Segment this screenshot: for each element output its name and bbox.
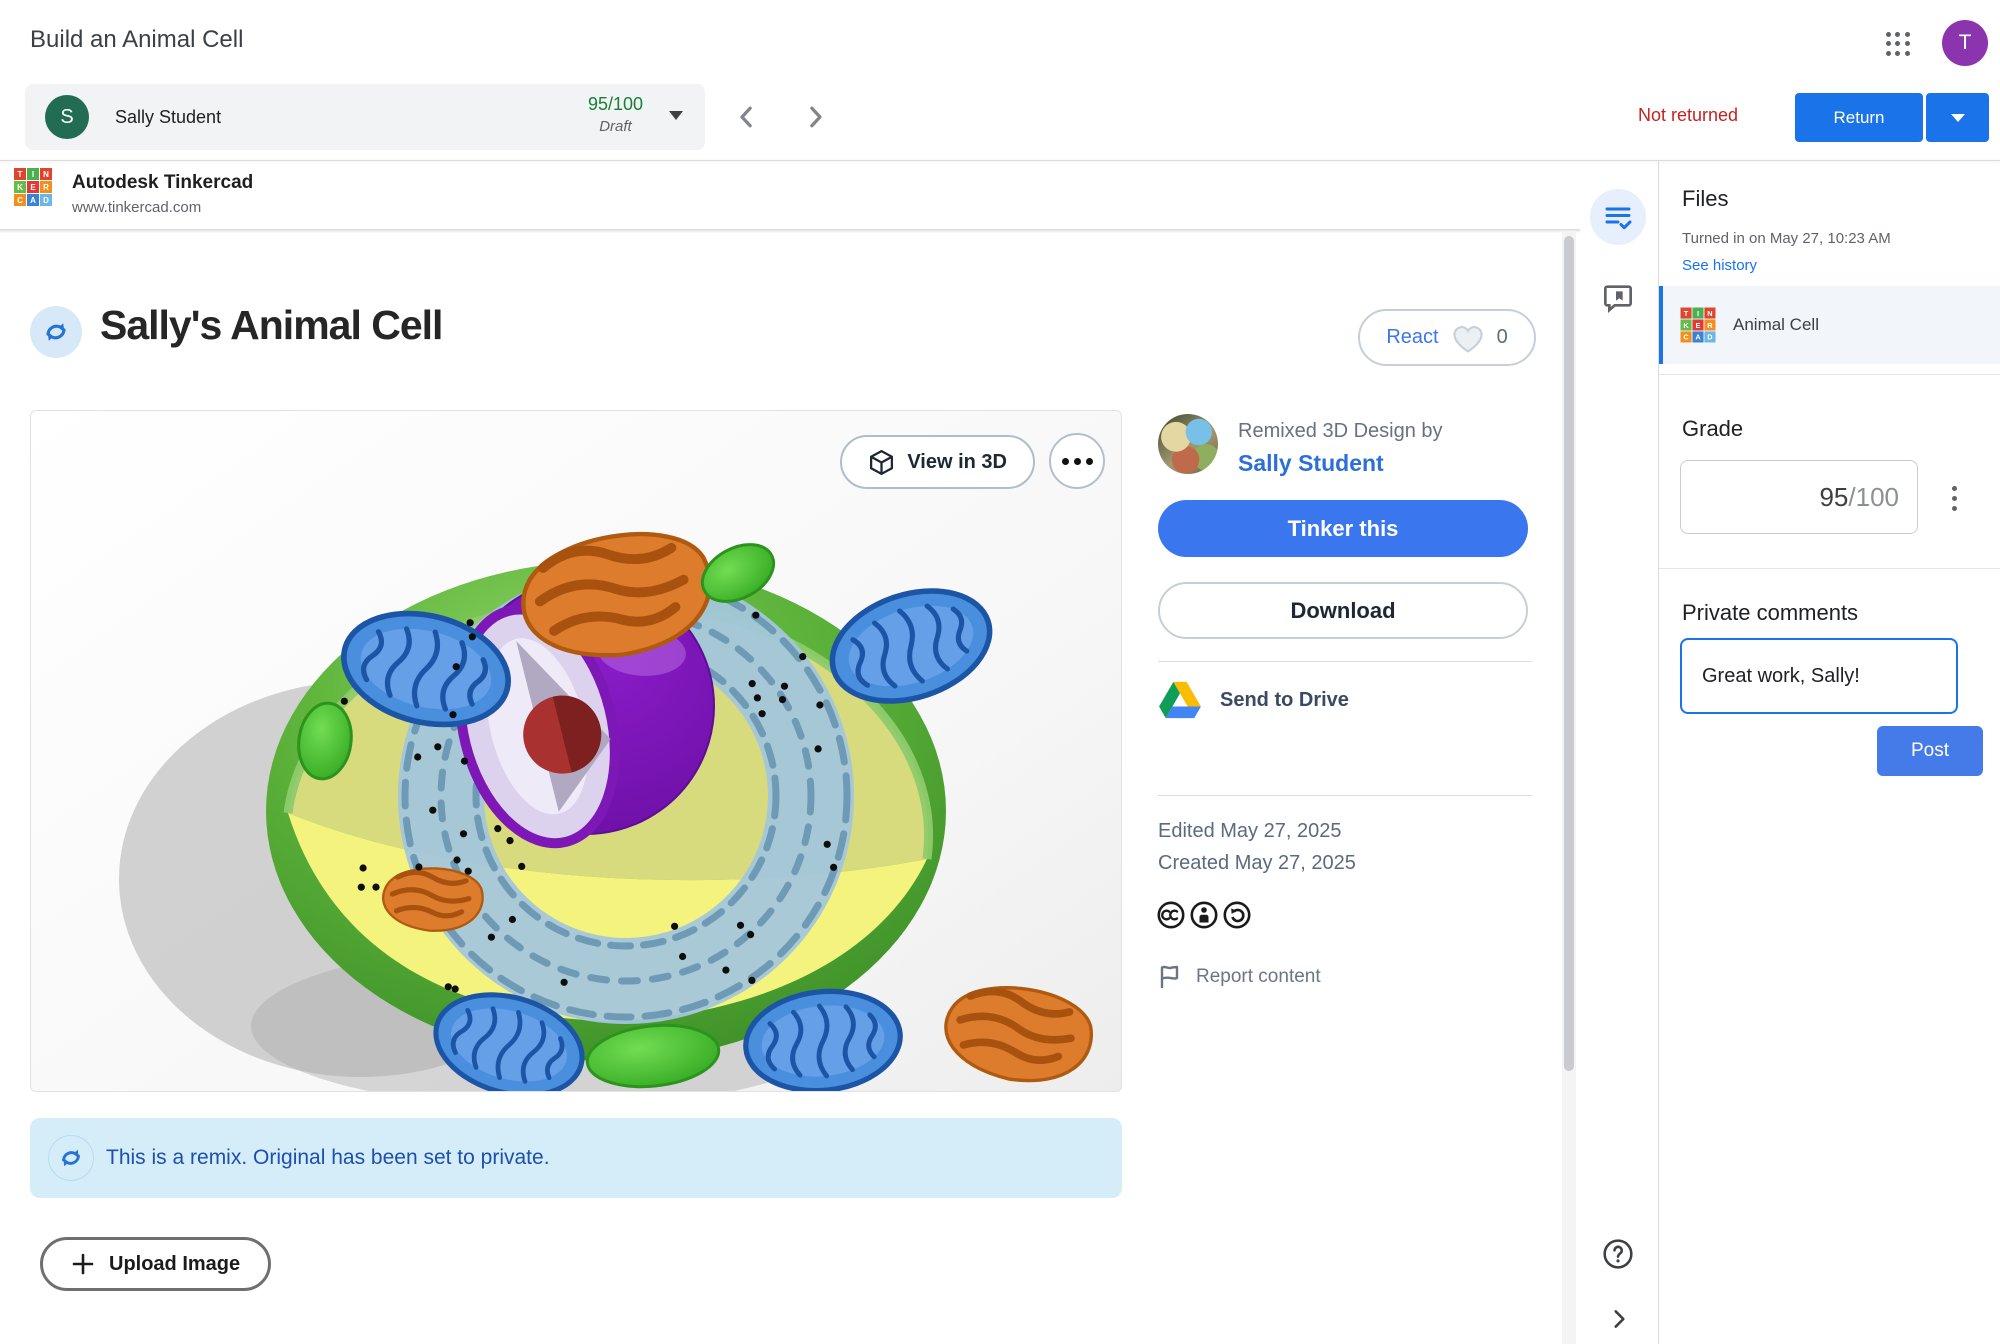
caret-down-icon [669,111,683,120]
cc-sharealike-icon [1223,901,1251,929]
grade-heading: Grade [1682,416,1744,441]
view-in-3d-button[interactable]: View in 3D [840,435,1035,489]
design-image-card: View in 3D [30,410,1122,1092]
grade-score: 95 [1819,481,1849,512]
remixed-by-label: Remixed 3D Design by [1238,420,1443,442]
student-avatar: S [45,95,89,139]
google-drive-icon [1159,681,1201,719]
cube-icon [870,449,894,475]
grade-denominator: /100 [1848,481,1899,512]
help-button[interactable] [1602,1238,1634,1275]
private-comments-heading: Private comments [1682,600,1859,625]
private-comment-input[interactable]: Great work, Sally! [1680,638,1958,714]
chevron-right-icon [1614,1310,1625,1328]
animal-cell-render [119,411,1122,1091]
react-label: React [1386,326,1439,348]
assignment-title: Build an Animal Cell [30,26,244,53]
remix-icon-circle [48,1135,94,1181]
panel-divider [1658,161,1659,1344]
divider [1659,374,2000,375]
divider [1659,568,2000,569]
remix-badge-icon [30,306,82,358]
design-title: Sally's Animal Cell [100,302,443,348]
creative-commons-icon [1157,901,1185,929]
remix-notice-banner: This is a remix. Original has been set t… [30,1118,1122,1198]
chevron-left-icon [740,106,752,128]
grade-menu-button[interactable] [1944,478,1964,518]
embed-header-shadow [0,229,1580,233]
author-avatar[interactable] [1158,414,1218,474]
edited-date: Edited May 27, 2025 [1158,820,1342,842]
more-options-button[interactable] [1049,433,1105,489]
license-icons[interactable] [1156,900,1252,930]
remix-arrows-icon [46,323,66,341]
help-icon [1603,1239,1633,1269]
report-content-button[interactable]: Report content [1158,964,1321,990]
upload-image-button[interactable]: Upload Image [40,1237,272,1291]
tinker-this-button[interactable]: Tinker this [1158,500,1528,557]
site-name: Autodesk Tinkercad [72,172,254,193]
send-to-drive-button[interactable]: Send to Drive [1158,680,1349,720]
embed-scrollbar-thumb[interactable] [1564,236,1574,1071]
grade-value: 95/100 [587,94,643,114]
remix-arrows-icon [62,1149,80,1167]
divider [1158,795,1532,796]
account-avatar[interactable]: T [1942,20,1988,66]
grading-panel-tab[interactable] [1590,189,1646,245]
cc-attribution-icon [1190,901,1218,929]
student-grade-summary: 95/100 Draft [588,94,643,135]
grade-input[interactable]: 95 /100 [1680,460,1918,534]
plus-icon [72,1253,94,1275]
author-link[interactable]: Sally Student [1238,450,1384,476]
turned-in-status: Turned in on May 27, 10:23 AM [1682,230,1891,247]
files-heading: Files [1682,186,1729,211]
comment-bank-icon [1604,285,1632,313]
student-selector[interactable]: S Sally Student 95/100 Draft [25,84,705,150]
header-divider [0,160,2000,161]
react-count: 0 [1496,326,1508,348]
post-comment-button[interactable]: Post [1877,726,1983,776]
chevron-right-icon [810,106,822,128]
return-button[interactable]: Return [1795,93,1923,142]
grade-status: Draft [599,118,632,135]
view-in-3d-label: View in 3D [907,450,1007,473]
send-to-drive-label: Send to Drive [1220,688,1349,711]
divider [1158,661,1532,662]
remix-notice-text: This is a remix. Original has been set t… [106,1146,550,1169]
return-dropdown-button[interactable] [1926,93,1989,142]
student-name: Sally Student [115,106,222,127]
grading-list-icon [1605,207,1632,230]
upload-image-label: Upload Image [109,1252,241,1275]
site-url: www.tinkercad.com [72,199,202,216]
google-apps-grid-icon[interactable] [1884,30,1912,58]
report-content-label: Report content [1196,966,1321,987]
next-student-button[interactable] [796,98,834,136]
comment-bank-tab[interactable] [1602,282,1634,319]
file-name: Animal Cell [1733,315,1819,334]
react-button[interactable]: React 0 [1358,309,1536,366]
collapse-panel-button[interactable] [1606,1306,1632,1337]
download-button[interactable]: Download [1158,582,1528,639]
report-flag-icon [1160,965,1179,988]
heart-icon [1453,325,1483,353]
see-history-link[interactable]: See history [1682,257,1758,274]
return-status-text: Not returned [1638,105,1739,125]
prev-student-button[interactable] [728,98,766,136]
created-date: Created May 27, 2025 [1158,852,1356,874]
